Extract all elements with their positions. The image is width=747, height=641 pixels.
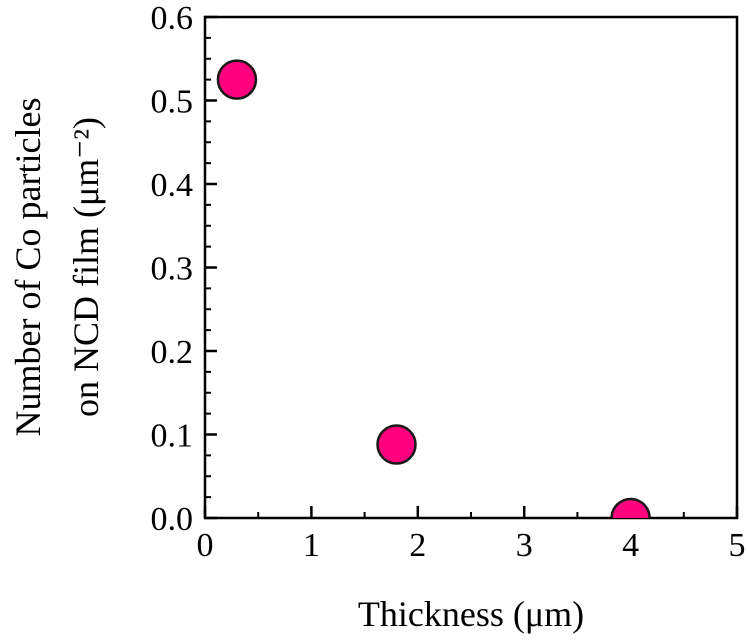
y-tick-label: 0.1	[151, 418, 194, 455]
x-tick-label: 3	[516, 527, 533, 564]
x-tick-label: 4	[622, 527, 639, 564]
y-tick-label: 0.6	[151, 0, 194, 37]
axis-ticks	[203, 15, 739, 520]
y-axis-label: Number of Co particles on NCD film (μm⁻²…	[8, 98, 106, 437]
x-tick-label: 2	[409, 527, 426, 564]
data-point	[610, 497, 651, 518]
x-tick-label: 5	[729, 527, 746, 564]
x-tick-label: 1	[303, 527, 320, 564]
data-point	[376, 424, 417, 465]
y-axis-label-line1: Number of Co particles	[8, 98, 48, 437]
y-tick-label: 0.3	[151, 251, 194, 288]
y-tick-label: 0.0	[151, 501, 194, 538]
axis-tick-labels: 0 1 2 3 4 5 0.0 0.1 0.2 0.3 0.4 0.5 0.6	[151, 0, 746, 564]
y-tick-label: 0.5	[151, 84, 194, 121]
plot-frame	[203, 15, 739, 520]
y-axis-label-line2: on NCD film (μm⁻²)	[66, 117, 106, 417]
x-axis-label: Thickness (μm)	[358, 594, 584, 634]
y-tick-label: 0.4	[151, 167, 194, 204]
data-points	[216, 59, 651, 518]
data-point	[216, 59, 258, 100]
y-tick-label: 0.2	[151, 334, 194, 371]
x-tick-label: 0	[197, 527, 214, 564]
